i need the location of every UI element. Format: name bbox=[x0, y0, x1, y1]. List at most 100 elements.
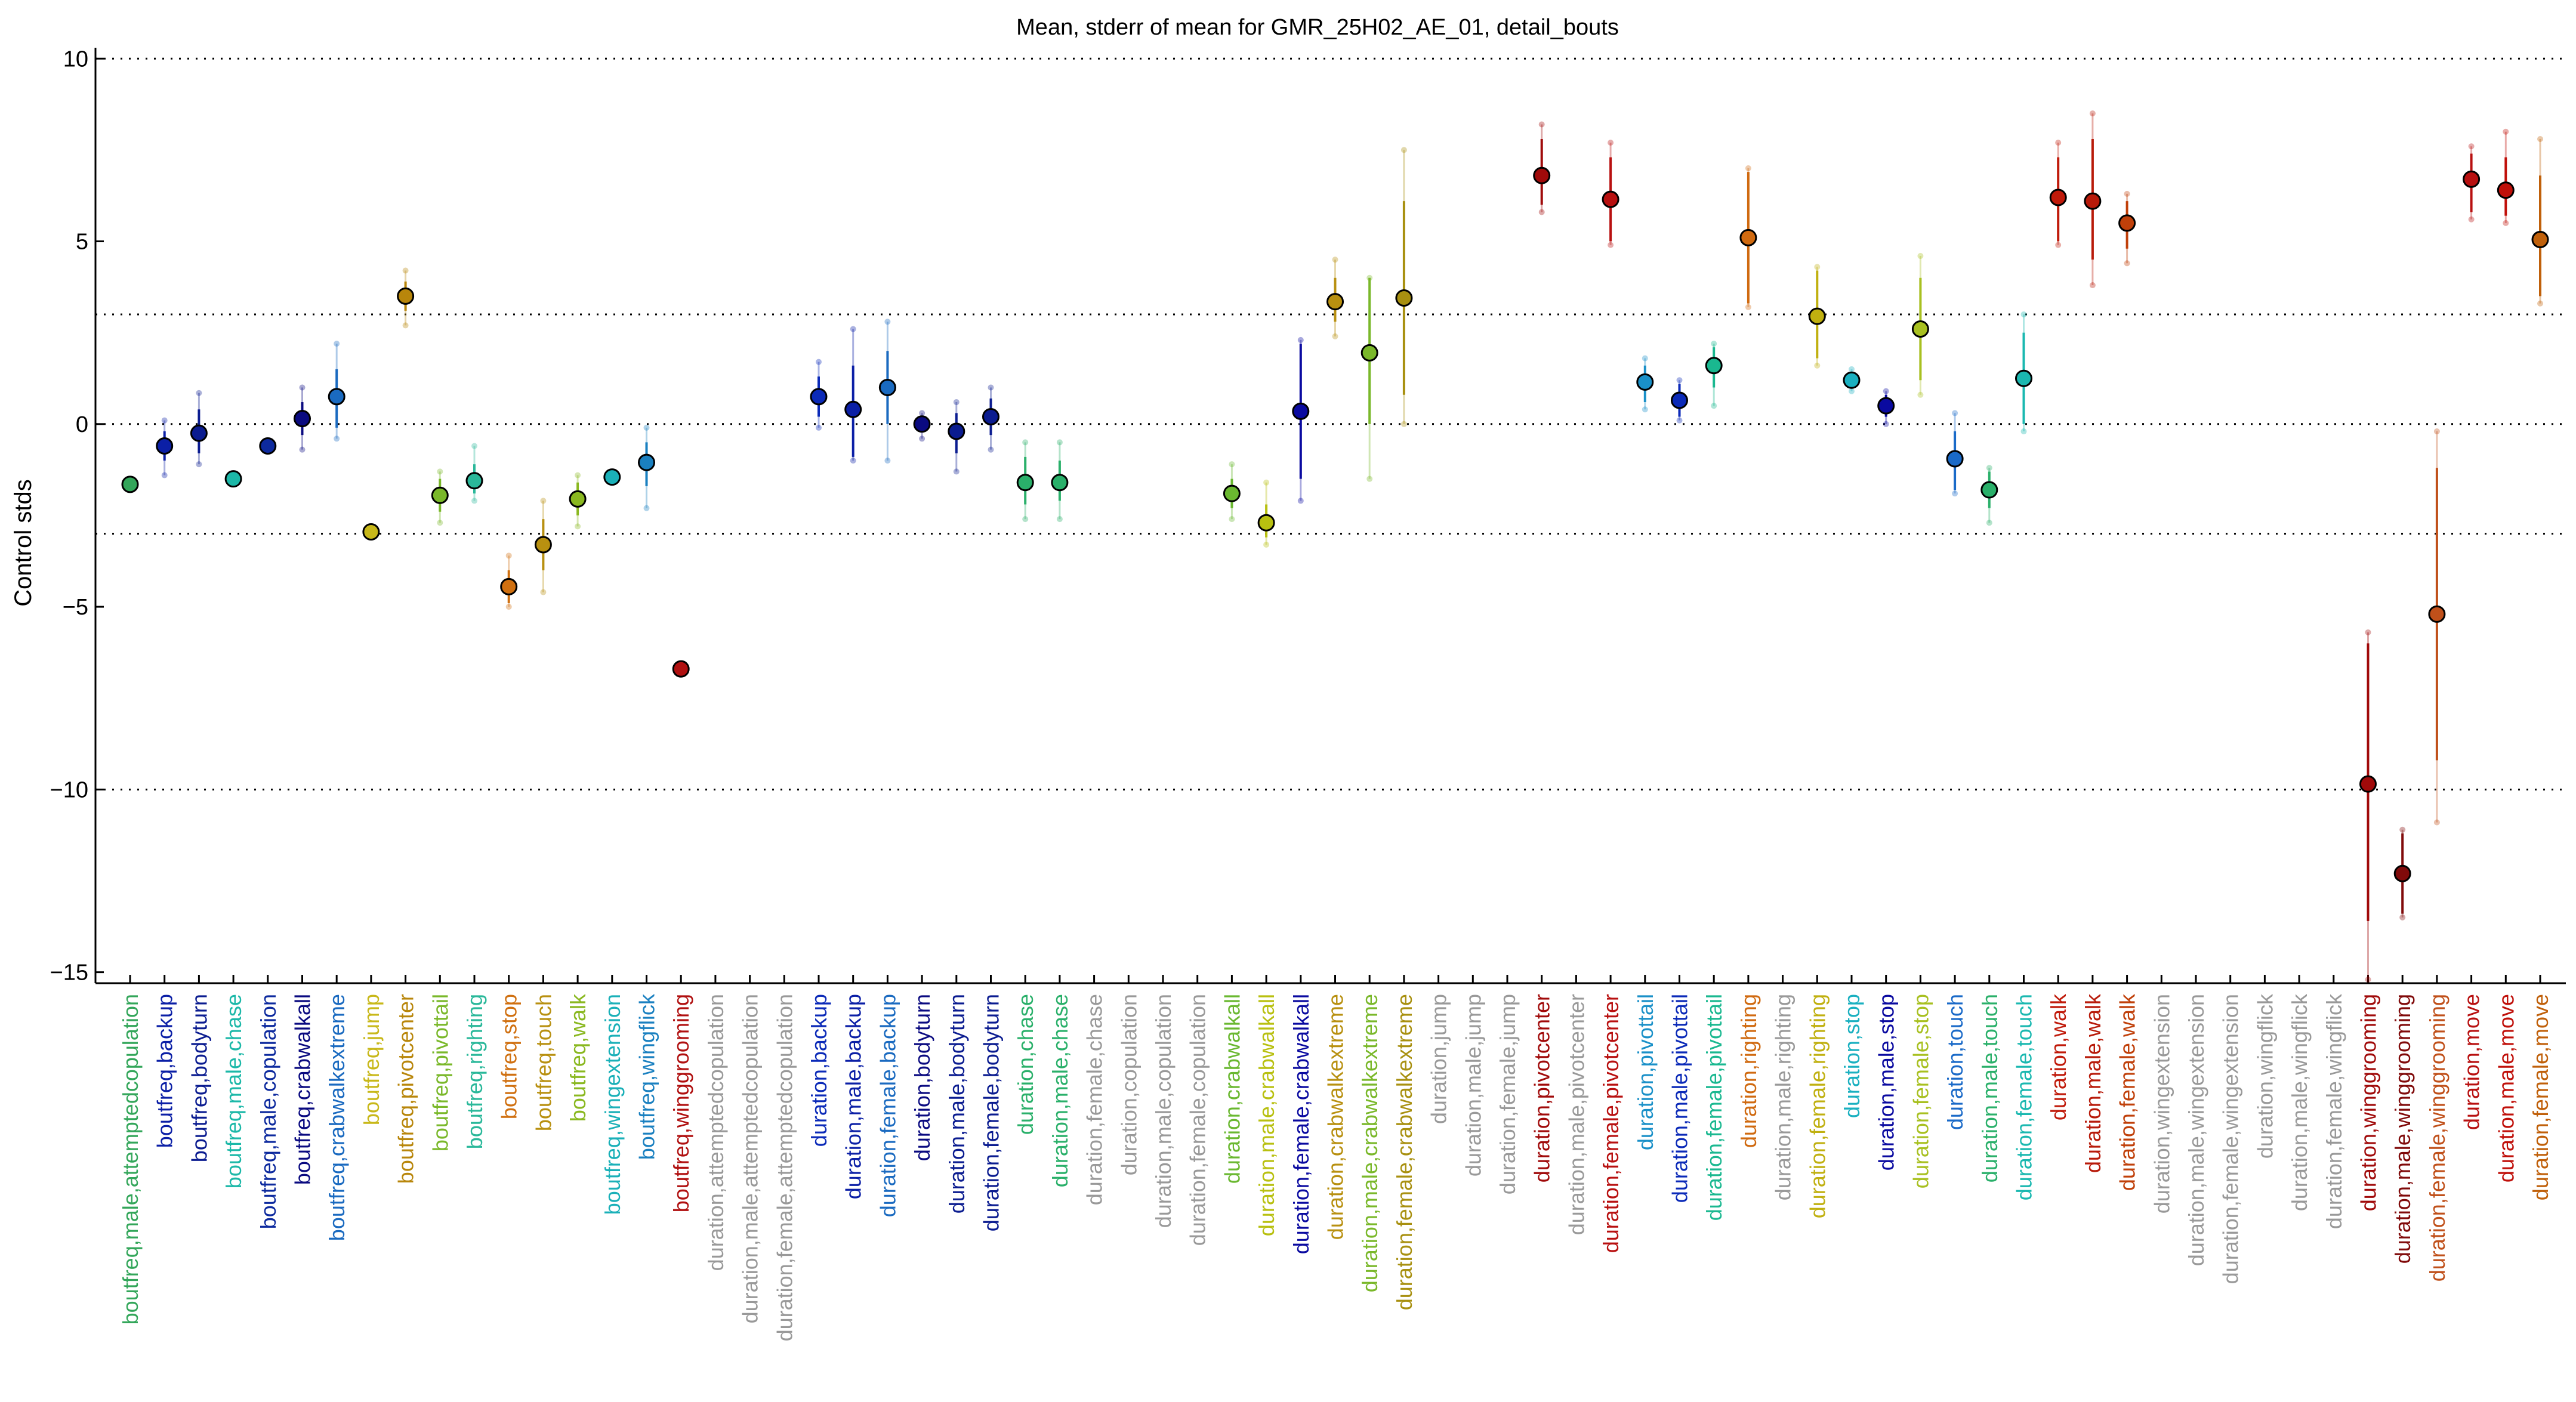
range-end-point bbox=[1022, 439, 1029, 446]
range-end-point bbox=[437, 520, 443, 526]
range-end-point bbox=[575, 472, 581, 478]
range-end-point bbox=[1297, 336, 1304, 343]
x-tick-label: duration,female,righting bbox=[1805, 994, 1830, 1218]
range-end-point bbox=[919, 436, 925, 442]
x-tick-label: duration,crabwalkextreme bbox=[1324, 994, 1348, 1240]
x-tick-label: duration,copulation bbox=[1116, 994, 1141, 1175]
y-tick-label: 5 bbox=[76, 230, 88, 255]
x-tick-label: duration,male,winggrooming bbox=[2390, 994, 2415, 1264]
mean-point bbox=[2531, 230, 2549, 248]
mean-point bbox=[844, 400, 862, 418]
range-end-point bbox=[161, 417, 168, 424]
mean-point bbox=[569, 490, 587, 508]
range-end-point bbox=[1400, 421, 1407, 427]
range-end-point bbox=[2089, 282, 2096, 289]
mean-point bbox=[2049, 189, 2067, 206]
range-end-point bbox=[471, 498, 477, 504]
mean-point bbox=[948, 422, 965, 440]
mean-point bbox=[2428, 605, 2446, 623]
mean-point bbox=[2118, 214, 2136, 232]
range-end-point bbox=[1229, 461, 1235, 468]
range-end-point bbox=[1883, 421, 1889, 427]
x-tick-label: duration,female,wingflick bbox=[2322, 993, 2346, 1229]
range-end-point bbox=[1263, 541, 1270, 548]
range-end-point bbox=[161, 472, 168, 478]
range-end-point bbox=[2365, 629, 2371, 635]
mean-point bbox=[1808, 307, 1826, 325]
x-tick-label: duration,male,pivotcenter bbox=[1564, 994, 1588, 1235]
x-tick-label: duration,female,copulation bbox=[1186, 994, 1210, 1246]
mean-point bbox=[1843, 371, 1861, 389]
mean-point bbox=[672, 660, 690, 678]
range-end-point bbox=[1056, 516, 1063, 523]
range-end-point bbox=[1745, 165, 1751, 172]
x-tick-label: boutfreq,backup bbox=[153, 994, 177, 1148]
range-end-point bbox=[2020, 311, 2027, 318]
mean-point bbox=[638, 453, 655, 471]
range-end-point bbox=[988, 446, 994, 453]
x-tick-label: duration,female,backup bbox=[875, 994, 900, 1217]
x-tick-label: duration,male,righting bbox=[1771, 994, 1796, 1200]
x-tick-label: duration,crabwalkall bbox=[1220, 994, 1244, 1184]
x-tick-label: duration,male,stop bbox=[1874, 994, 1899, 1171]
mean-point bbox=[603, 468, 621, 486]
x-tick-label: duration,female,crabwalkextreme bbox=[1392, 994, 1417, 1310]
x-tick-label: boutfreq,pivotcenter bbox=[394, 994, 418, 1184]
mean-point bbox=[1326, 293, 1344, 311]
range-end-point bbox=[884, 458, 891, 464]
range-end-point bbox=[540, 498, 547, 504]
range-end-point bbox=[850, 458, 856, 464]
mean-point bbox=[1739, 228, 1757, 246]
range-end-point bbox=[2124, 190, 2130, 197]
mean-point bbox=[2359, 775, 2377, 793]
range-end-point bbox=[540, 589, 547, 595]
x-tick-label: duration,male,move bbox=[2494, 994, 2518, 1182]
y-tick-label: −10 bbox=[50, 777, 88, 802]
range-end-point bbox=[1711, 403, 1717, 409]
range-end-point bbox=[1366, 475, 1373, 482]
x-tick-label: duration,jump bbox=[1427, 994, 1451, 1124]
mean-point bbox=[1602, 190, 1619, 208]
range-end-point bbox=[1608, 140, 1614, 146]
x-tick-label: duration,female,attemptedcopulation bbox=[772, 994, 797, 1341]
gridlines bbox=[95, 57, 2566, 790]
range-end-point bbox=[471, 443, 477, 449]
x-tick-label: boutfreq,crabwalkall bbox=[291, 994, 315, 1185]
range-end-point bbox=[816, 424, 822, 431]
range-end-point bbox=[1538, 121, 1545, 128]
mean-point bbox=[1395, 289, 1413, 307]
y-tick-label: −5 bbox=[63, 595, 88, 620]
x-tick-label: duration,touch bbox=[1943, 994, 1967, 1130]
mean-point bbox=[1016, 474, 1034, 492]
range-end-point bbox=[850, 326, 856, 332]
x-tick-label: duration,male,crabwalkextreme bbox=[1358, 994, 1382, 1292]
range-end-point bbox=[299, 446, 306, 453]
mean-point bbox=[1671, 391, 1688, 409]
mean-point bbox=[534, 536, 552, 554]
x-tick-label: duration,female,touch bbox=[2012, 994, 2037, 1200]
range-end-point bbox=[334, 341, 340, 347]
range-end-point bbox=[1332, 333, 1338, 339]
mean-point bbox=[1223, 484, 1241, 502]
x-tick-label: boutfreq,righting bbox=[462, 994, 487, 1149]
range-end-point bbox=[505, 604, 512, 610]
range-end-point bbox=[1022, 516, 1029, 523]
range-end-point bbox=[334, 436, 340, 442]
range-end-point bbox=[988, 384, 994, 391]
range-end-point bbox=[196, 461, 202, 468]
mean-point bbox=[1051, 474, 1069, 492]
mean-point bbox=[1705, 357, 1723, 375]
y-axis-label: Control stds bbox=[10, 479, 36, 606]
mean-point bbox=[2497, 181, 2515, 199]
x-tick-label: duration,male,walk bbox=[2081, 993, 2105, 1173]
x-tick-label: duration,male,chase bbox=[1048, 994, 1072, 1187]
x-tick-label: boutfreq,bodyturn bbox=[187, 994, 211, 1162]
range-end-point bbox=[1952, 410, 1958, 416]
mean-point bbox=[2084, 192, 2102, 210]
x-tick-label: boutfreq,jump bbox=[359, 994, 384, 1125]
range-end-point bbox=[643, 424, 650, 431]
y-ticks: 10 5 0 −5 −10 −15 bbox=[50, 47, 104, 986]
x-tick-label: boutfreq,wingextension bbox=[600, 994, 625, 1215]
x-tick-label: duration,female,chase bbox=[1082, 994, 1107, 1205]
x-tick-label: duration,male,wingflick bbox=[2287, 993, 2312, 1211]
